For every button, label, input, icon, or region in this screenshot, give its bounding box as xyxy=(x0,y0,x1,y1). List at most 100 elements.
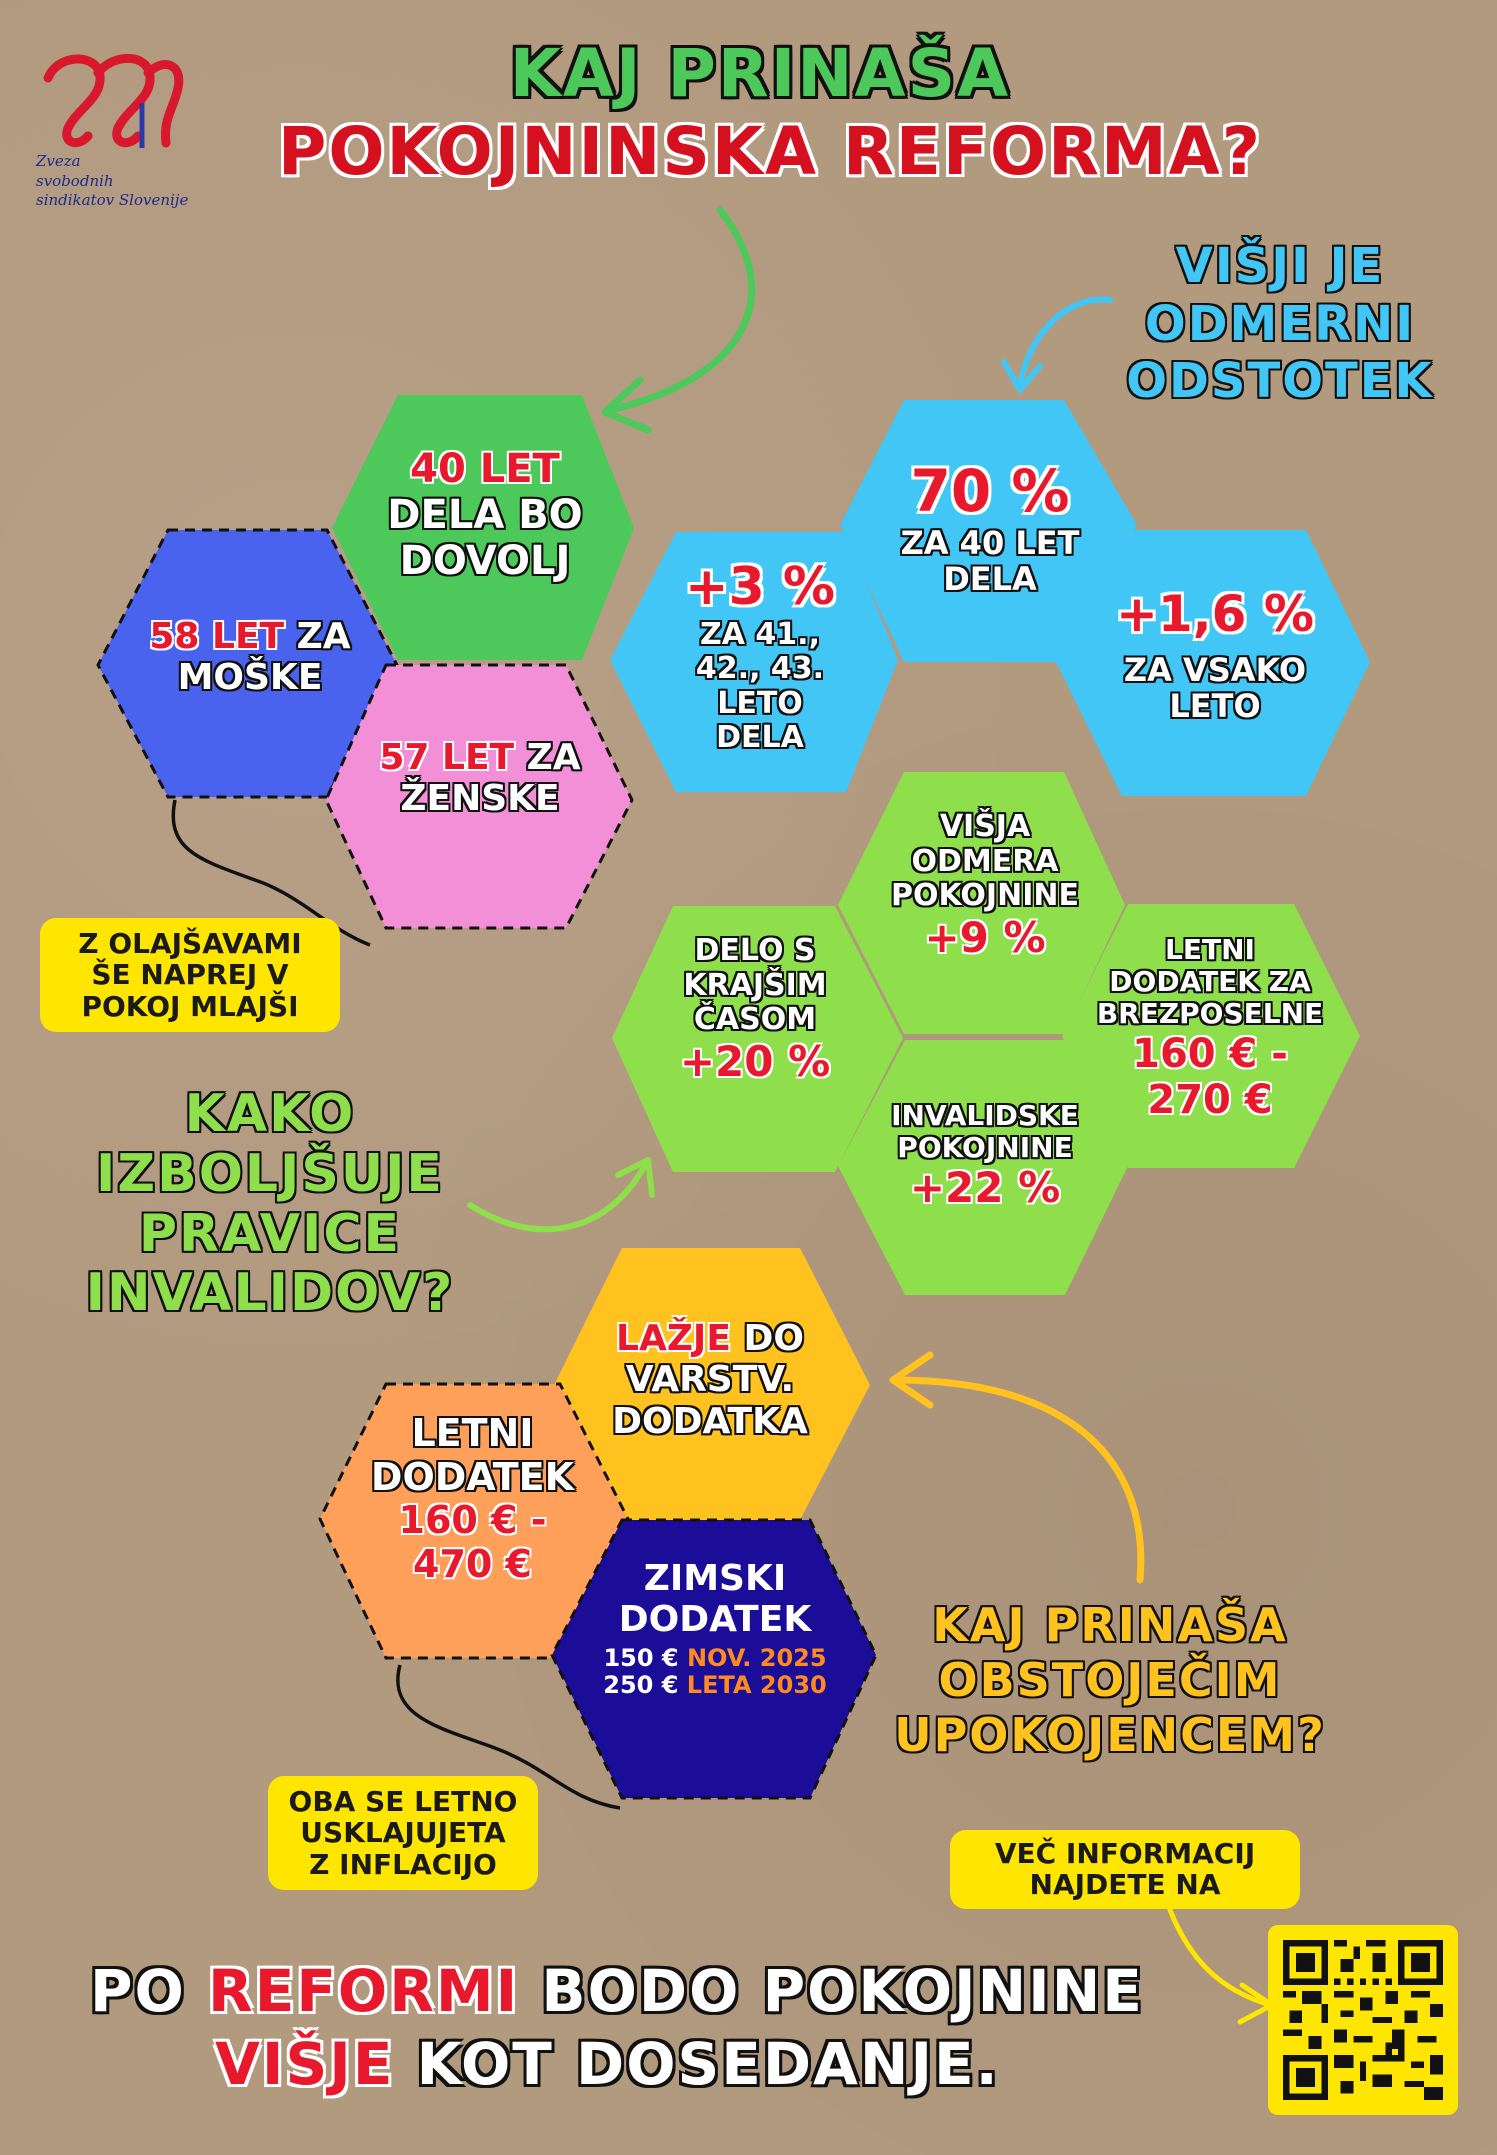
info-line: NAJDETE NA xyxy=(1029,1868,1221,1902)
existing-heading-line: KAJ PRINAŠA xyxy=(932,1598,1288,1652)
hex-pink-57-let xyxy=(324,663,634,930)
hex-lime-left xyxy=(612,906,903,1172)
hex-green-40-let xyxy=(332,395,634,660)
footer-word: BODO POKOJNINE xyxy=(541,1957,1144,2025)
hex-navy-text: ZIMSKI DODATEK 150 € NOV. 2025 250 € LET… xyxy=(575,1558,855,1700)
hex-sky-70-text: 70 % ZA 40 LET DELA xyxy=(860,458,1120,598)
invalid-right-value: 160 € - xyxy=(1132,1030,1288,1077)
invalid-bottom-line: POKOJNINE xyxy=(897,1131,1073,1165)
invalid-top-value: +9 % xyxy=(924,912,1046,962)
odmerni-main-line: DELA xyxy=(943,560,1037,599)
hex-pink-text: 57 LET ZA ŽENSKE xyxy=(350,737,610,820)
hex-sky-16-text: +1,6 % ZA VSAKO LETO xyxy=(1090,585,1340,726)
logo-text-line: svobodnih xyxy=(36,171,114,190)
invalid-bottom-line: INVALIDSKE xyxy=(891,1099,1079,1132)
yellow-arrow-icon xyxy=(891,1376,1145,1584)
hex-lime-bottom xyxy=(838,1040,1128,1295)
existing-note-line: OBA SE LETNO xyxy=(288,1785,518,1818)
logo-text-line: Zveza xyxy=(36,152,81,170)
age-green-line: DOVOLJ xyxy=(399,538,571,584)
existing-navy-when: LETA 2030 xyxy=(686,1671,827,1700)
age-note-line: Z OLAJŠAVAMI xyxy=(78,927,302,960)
hex-green-text: 40 LET DELA BO DOVOLJ xyxy=(360,446,610,584)
invalid-heading: KAKO IZBOLJŠUJE PRAVICE INVALIDOV? xyxy=(80,1084,460,1324)
qr-code-icon xyxy=(1283,1940,1443,2100)
hex-sky-3 xyxy=(610,532,898,792)
hex-lime-top xyxy=(838,772,1125,1034)
hex-sky-16 xyxy=(1056,530,1370,796)
qr-arrow-icon xyxy=(1167,1907,1273,2008)
existing-note-line: USKLAJUJETA xyxy=(300,1816,506,1850)
green-arrow-icon xyxy=(606,206,756,414)
invalid-top-line: ODMERA xyxy=(911,843,1059,879)
age-blue-suffix: ZA xyxy=(296,616,351,657)
existing-yellow-line: DODATKA xyxy=(612,1400,808,1442)
invalid-bottom-value: +22 % xyxy=(909,1163,1061,1213)
odmerni-heading-line: ODMERNI xyxy=(1144,295,1416,352)
age-note-line: ŠE NAPREJ V xyxy=(91,958,289,992)
hex-blue-text: 58 LET ZA MOŠKE xyxy=(120,616,380,699)
brace-icon xyxy=(396,1664,621,1810)
invalid-heading-line: IZBOLJŠUJE xyxy=(96,1143,444,1204)
lime-arrow-icon xyxy=(467,1162,648,1233)
odmerni-right-value: +1,6 % xyxy=(1116,585,1314,643)
existing-orange-value: 470 € xyxy=(413,1542,532,1587)
odmerni-heading-line: VIŠJI JE xyxy=(1175,238,1385,294)
age-green-value: 40 LET xyxy=(410,446,560,492)
qr-code[interactable] xyxy=(1268,1925,1458,2115)
age-note-line: POKOJ MLAJŠI xyxy=(81,989,299,1023)
odmerni-heading: VIŠJI JE ODMERNI ODSTOTEK xyxy=(1110,238,1450,411)
existing-heading-line: UPOKOJENCEM? xyxy=(894,1708,1326,1763)
hex-blue-58-let xyxy=(96,528,399,799)
title-line-1: KAJ PRINAŠA xyxy=(509,35,1011,112)
existing-yellow-highlight: LAŽJE xyxy=(616,1318,731,1359)
logo: Zveza svobodnih sindikatov Slovenije xyxy=(30,48,200,218)
invalid-left-line: ČASOM xyxy=(693,1002,817,1037)
age-blue-line2: MOŠKE xyxy=(177,657,323,699)
invalid-right-value: 270 € xyxy=(1147,1076,1273,1123)
odmerni-left-value: +3 % xyxy=(685,557,835,617)
existing-orange-line: LETNI xyxy=(411,1411,534,1455)
invalid-left-line: DELO S xyxy=(694,933,816,968)
odmerni-right-line: ZA VSAKO xyxy=(1123,650,1307,689)
existing-navy-amount: 250 € xyxy=(603,1671,679,1700)
existing-note-line: Z INFLACIJO xyxy=(309,1847,497,1881)
invalid-top-line: POKOJNINE xyxy=(891,878,1079,913)
existing-yellow-rest: DO xyxy=(743,1318,804,1359)
hex-sky-70 xyxy=(840,400,1137,662)
invalid-right-line: LETNI xyxy=(1165,933,1255,966)
odmerni-right-line: LETO xyxy=(1169,687,1261,726)
hex-lime-bottom-text: INVALIDSKE POKOJNINE +22 % xyxy=(860,1099,1110,1213)
invalid-heading-line: KAKO xyxy=(184,1084,356,1144)
age-pink-line2: ŽENSKE xyxy=(400,778,560,820)
odmerni-main-value: 70 % xyxy=(910,457,1070,525)
footer-highlight: REFORMI xyxy=(208,1957,520,2025)
hex-sky-3-text: +3 % ZA 41., 42., 43. LETO DELA xyxy=(640,557,880,756)
existing-navy-line: DODATEK xyxy=(618,1599,812,1641)
hex-yellow-lazje xyxy=(554,1248,870,1520)
existing-orange-line: DODATEK xyxy=(370,1454,575,1499)
odmerni-left-line: ZA 41., xyxy=(700,616,820,652)
odmerni-left-line: 42., 43. xyxy=(695,651,825,687)
hex-lime-left-text: DELO S KRAJŠIM ČASOM +20 % xyxy=(640,933,870,1086)
age-pink-suffix: ZA xyxy=(526,737,581,778)
existing-note: OBA SE LETNO USKLAJUJETA Z INFLACIJO xyxy=(268,1776,538,1891)
hex-navy-zimski xyxy=(550,1518,878,1800)
hex-yellow-text: LAŽJE DO VARSTV. DODATKA xyxy=(585,1318,835,1442)
footer-statement: PO REFORMI BODO POKOJNINE VIŠJE KOT DOSE… xyxy=(90,1955,1190,2100)
footer-highlight: VIŠJE xyxy=(215,2029,395,2098)
invalid-left-line: KRAJŠIM xyxy=(683,967,827,1003)
invalid-right-line: BREZPOSELNE xyxy=(1096,997,1324,1031)
existing-navy-amount: 150 € xyxy=(603,1643,679,1672)
invalid-left-value: +20 % xyxy=(679,1036,831,1086)
existing-orange-value: 160 € - xyxy=(398,1498,547,1543)
hex-lime-right xyxy=(1062,904,1360,1168)
age-green-line: DELA BO xyxy=(387,492,583,538)
age-blue-value: 58 LET xyxy=(149,616,285,657)
existing-navy-when: NOV. 2025 xyxy=(686,1643,827,1672)
footer-word: KOT DOSEDANJE. xyxy=(416,2029,1000,2098)
age-note: Z OLAJŠAVAMI ŠE NAPREJ V POKOJ MLAJŠI xyxy=(40,918,340,1033)
hex-orange-text: LETNI DODATEK 160 € - 470 € xyxy=(345,1411,600,1587)
logo-text-line: sindikatov Slovenije xyxy=(36,191,189,209)
